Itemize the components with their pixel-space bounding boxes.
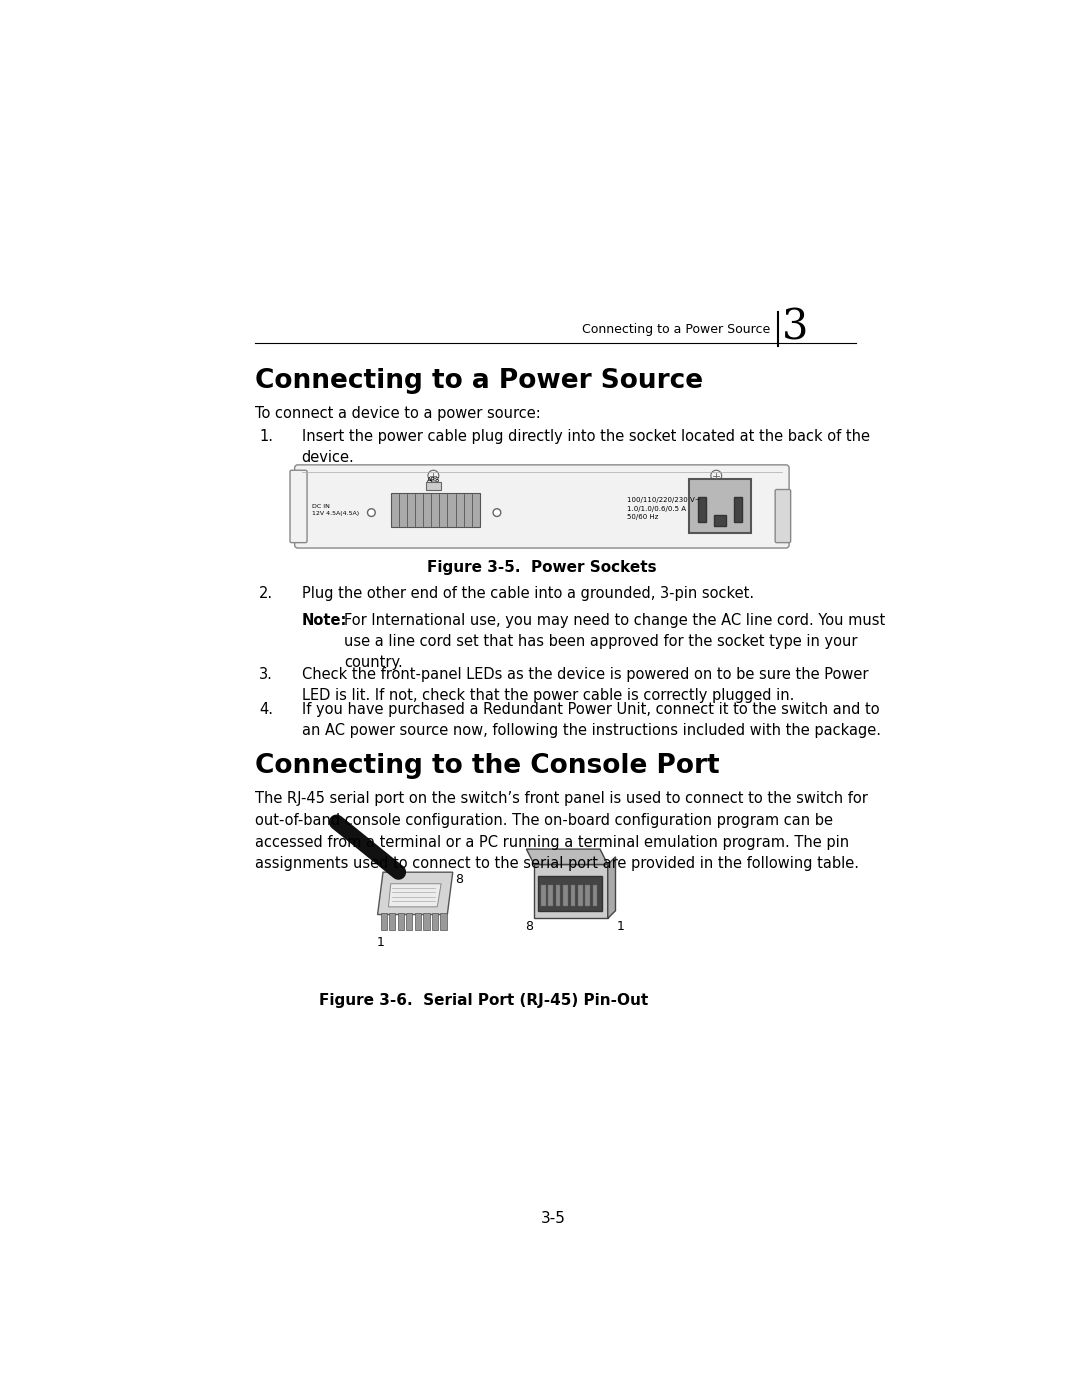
Polygon shape: [608, 856, 616, 918]
Bar: [570, 884, 576, 907]
Bar: [441, 914, 446, 930]
Text: Connecting to the Console Port: Connecting to the Console Port: [255, 753, 719, 780]
Text: 1: 1: [617, 921, 625, 933]
Bar: [689, 479, 751, 534]
Text: Connecting to a Power Source: Connecting to a Power Source: [582, 323, 770, 335]
Text: Figure 3-5.  Power Sockets: Figure 3-5. Power Sockets: [427, 560, 657, 576]
Circle shape: [428, 471, 438, 481]
Text: The RJ-45 serial port on the switch’s front panel is used to connect to the swit: The RJ-45 serial port on the switch’s fr…: [255, 791, 868, 872]
Text: Note:: Note:: [301, 613, 347, 627]
FancyBboxPatch shape: [295, 465, 789, 548]
Polygon shape: [535, 865, 608, 918]
Polygon shape: [526, 849, 608, 865]
Bar: [779, 275, 833, 313]
Text: 8: 8: [525, 921, 534, 933]
Text: DC IN
12V 4.5A(4.5A): DC IN 12V 4.5A(4.5A): [312, 504, 359, 515]
Bar: [734, 497, 742, 522]
FancyBboxPatch shape: [291, 471, 307, 542]
Text: 4.: 4.: [259, 703, 273, 717]
Bar: [556, 884, 561, 907]
Text: 3.: 3.: [259, 666, 273, 682]
Bar: [541, 884, 545, 907]
FancyBboxPatch shape: [775, 489, 791, 542]
Text: 2.: 2.: [259, 585, 273, 601]
Circle shape: [711, 471, 721, 481]
Bar: [432, 914, 438, 930]
Circle shape: [367, 509, 375, 517]
Text: Check the front-panel LEDs as the device is powered on to be sure the Power
LED : Check the front-panel LEDs as the device…: [301, 666, 868, 703]
Text: Figure 3-6.  Serial Port (RJ-45) Pin-Out: Figure 3-6. Serial Port (RJ-45) Pin-Out: [319, 993, 648, 1009]
Text: 8: 8: [455, 873, 463, 886]
Bar: [380, 914, 387, 930]
Text: Insert the power cable plug directly into the socket located at the back of the
: Insert the power cable plug directly int…: [301, 429, 869, 465]
Polygon shape: [389, 884, 441, 907]
Text: APS: APS: [427, 478, 440, 483]
Polygon shape: [378, 872, 453, 915]
Bar: [391, 493, 480, 527]
Text: 3: 3: [782, 307, 809, 349]
Bar: [397, 914, 404, 930]
Text: 3-5: 3-5: [541, 1211, 566, 1227]
Text: 1: 1: [377, 936, 384, 949]
Bar: [714, 515, 727, 525]
Bar: [585, 884, 590, 907]
Bar: [699, 497, 706, 522]
Text: 100/110/220/230 V~
1.0/1.0/0.6/0.5 A
50/60 Hz: 100/110/220/230 V~ 1.0/1.0/0.6/0.5 A 50/…: [627, 497, 701, 520]
Bar: [426, 482, 441, 489]
Circle shape: [494, 509, 501, 517]
Text: Plug the other end of the cable into a grounded, 3-pin socket.: Plug the other end of the cable into a g…: [301, 585, 754, 601]
Text: If you have purchased a Redundant Power Unit, connect it to the switch and to
an: If you have purchased a Redundant Power …: [301, 703, 880, 738]
Bar: [578, 884, 582, 907]
Text: Connecting to a Power Source: Connecting to a Power Source: [255, 367, 703, 394]
Bar: [389, 914, 395, 930]
Bar: [549, 884, 553, 907]
Bar: [538, 876, 602, 911]
Bar: [406, 914, 413, 930]
Text: To connect a device to a power source:: To connect a device to a power source:: [255, 407, 541, 422]
Text: For International use, you may need to change the AC line cord. You must
use a l: For International use, you may need to c…: [345, 613, 886, 669]
Bar: [415, 914, 421, 930]
Text: 1.: 1.: [259, 429, 273, 444]
Bar: [563, 884, 568, 907]
Bar: [423, 914, 430, 930]
Bar: [593, 884, 597, 907]
